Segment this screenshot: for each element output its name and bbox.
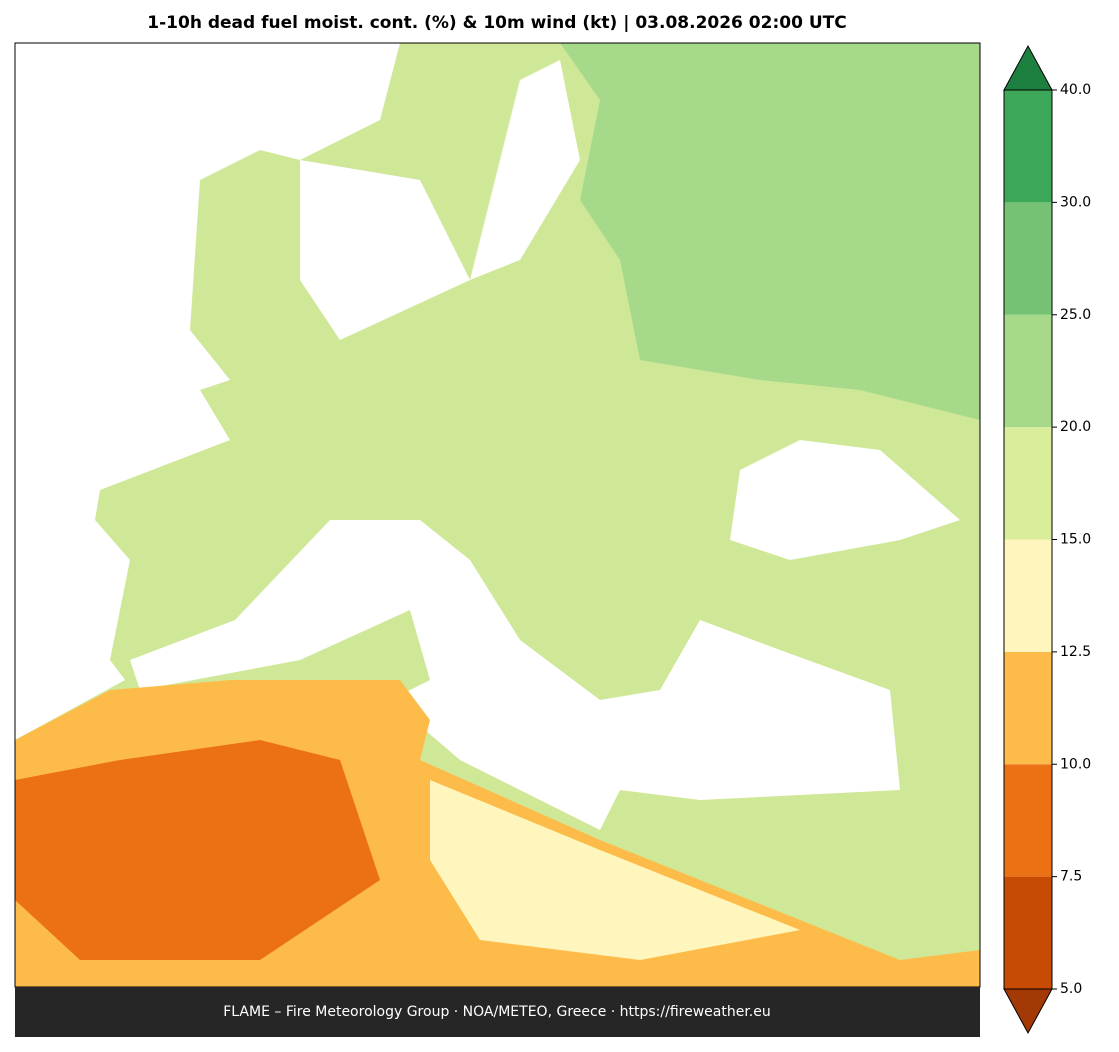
land-northeast <box>560 43 980 420</box>
colorbar-band <box>1004 202 1052 315</box>
colorbar-band <box>1004 314 1052 428</box>
sea-baltic <box>470 60 580 280</box>
colorbar-band <box>1004 539 1052 652</box>
sea-north <box>300 160 470 340</box>
colorbar-tick-label: 12.5 <box>1060 644 1091 660</box>
colorbar-over <box>1003 44 1053 91</box>
colorbar-tick-label: 30.0 <box>1060 194 1091 210</box>
colorbar-under <box>1003 988 1053 1035</box>
colorbar-tick-label: 15.0 <box>1060 532 1091 548</box>
colorbar-tick-label: 20.0 <box>1060 419 1091 435</box>
land-libya <box>430 780 800 960</box>
colorbar-tick-label: 25.0 <box>1060 307 1091 323</box>
colorbar-band <box>1004 427 1052 540</box>
sea-atlantic <box>15 43 400 740</box>
colorbar-tick-label: 5.0 <box>1060 981 1082 997</box>
map <box>14 42 981 988</box>
colorbar-tick-label: 10.0 <box>1060 756 1091 772</box>
colorbar-band <box>1004 876 1052 989</box>
colorbar: 5.0 7.5 10.0 12.5 15.0 20.0 25.0 30.0 40.0 <box>1003 44 1091 1035</box>
colorbar-tick-label: 7.5 <box>1060 869 1082 885</box>
colorbar-band <box>1004 764 1052 877</box>
colorbar-band <box>1004 90 1052 203</box>
footer-band <box>15 987 980 1037</box>
colorbar-band <box>1004 651 1052 765</box>
land-sahara <box>15 740 380 960</box>
sea-mediterranean <box>130 520 900 830</box>
footer-text: FLAME – Fire Meteorology Group · NOA/MET… <box>223 1004 771 1020</box>
sea-black <box>730 440 960 560</box>
map-title: 1-10h dead fuel moist. cont. (%) & 10m w… <box>147 13 846 33</box>
colorbar-tick-label: 40.0 <box>1060 82 1091 98</box>
